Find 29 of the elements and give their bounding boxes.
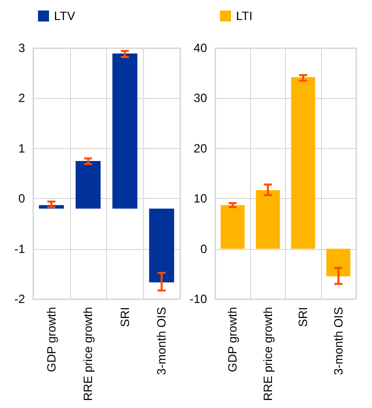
bar: [112, 54, 138, 209]
x-tick-label: RRE price growth: [81, 307, 96, 402]
legend-label: LTV: [54, 9, 76, 23]
y-tick-label: 20: [194, 141, 208, 156]
y-tick-label: -10: [190, 292, 208, 306]
x-tick-label: RRE price growth: [260, 307, 275, 402]
bar: [76, 160, 101, 209]
y-tick-label: 0: [18, 192, 26, 206]
y-tick-label: -2: [14, 292, 26, 306]
y-tick-label: 2: [18, 91, 26, 106]
x-tick-label: GDP growth: [44, 307, 58, 372]
y-tick-label: 10: [194, 192, 208, 206]
x-tick-label: GDP growth: [226, 307, 240, 372]
y-tick-label: 0: [200, 242, 208, 256]
x-tick-label: SRI: [118, 307, 132, 328]
x-tick-label: 3-month OIS: [331, 307, 346, 376]
y-tick-label: 40: [194, 41, 208, 55]
bar: [326, 248, 350, 276]
y-tick-label: -1: [14, 242, 26, 256]
legend-label: LTI: [236, 9, 252, 23]
y-tick-label: 1: [18, 141, 26, 156]
y-tick-label: 30: [194, 91, 208, 106]
bar: [149, 208, 174, 282]
bar: [256, 190, 280, 249]
y-tick-label: 3: [18, 41, 26, 55]
x-tick-label: 3-month OIS: [154, 307, 169, 376]
bar: [220, 205, 245, 249]
x-tick-label: SRI: [296, 307, 310, 328]
bar: [291, 77, 316, 249]
